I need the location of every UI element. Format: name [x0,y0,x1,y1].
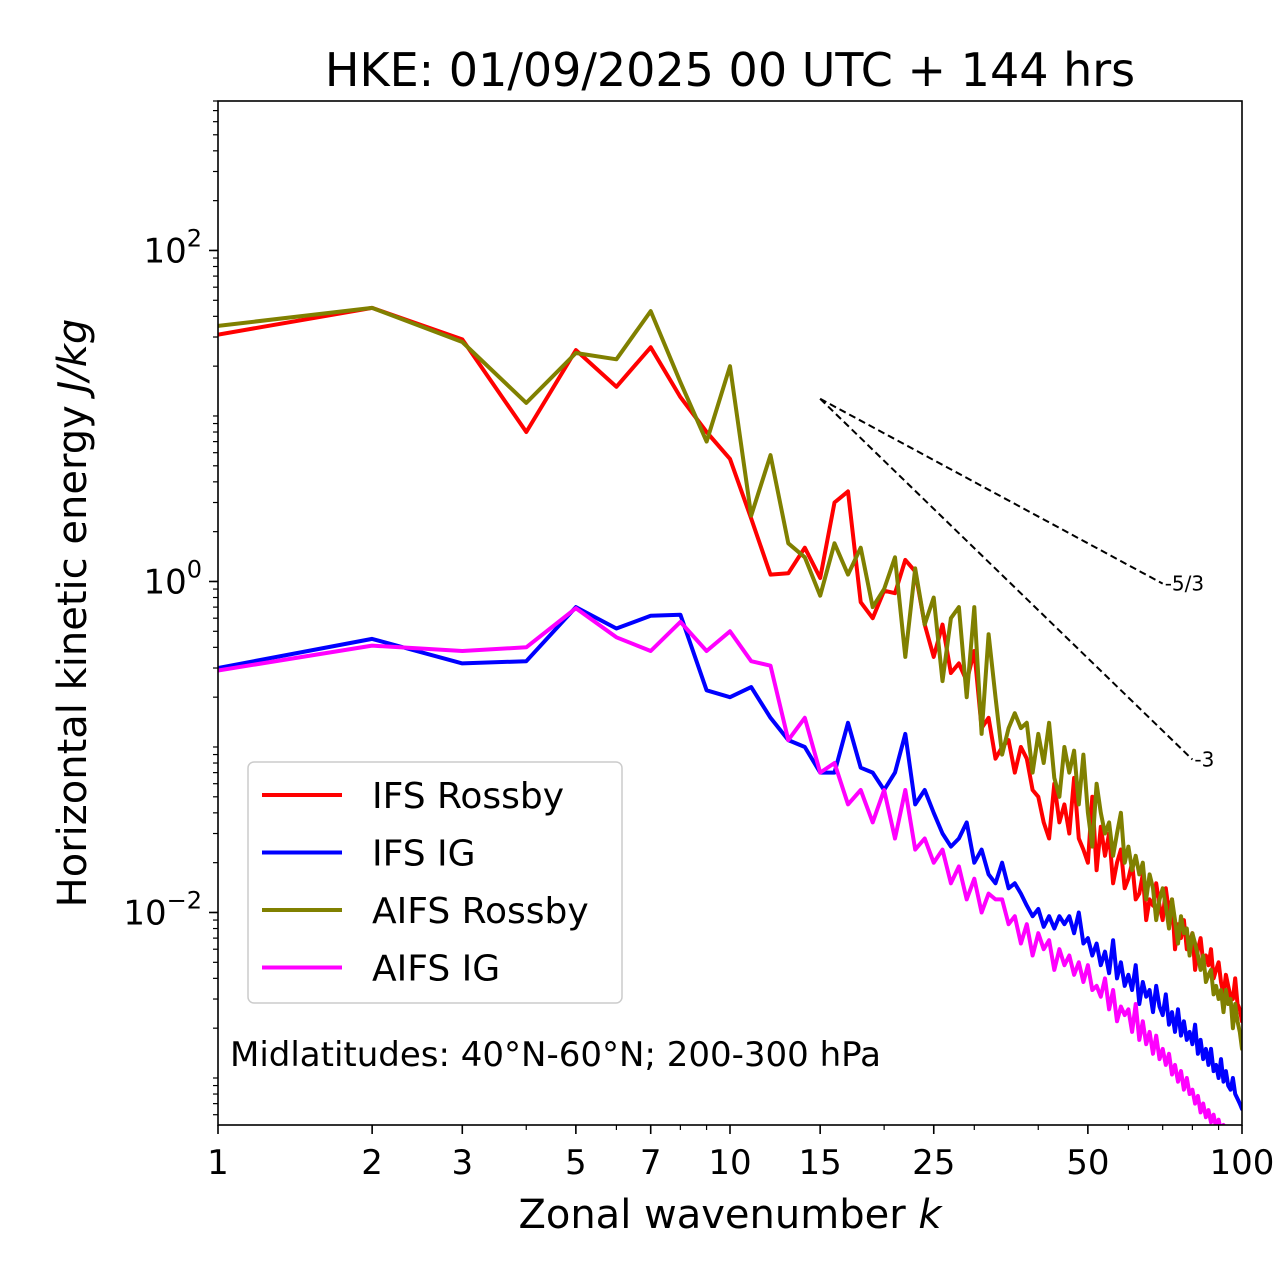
reference-line-5-3 [819,397,1164,585]
legend-box [247,761,623,1004]
y-tick-label-0: 100 [143,555,202,602]
y-axis-label: Horizontal kinetic energy J/kg [50,319,96,908]
x-tick-label-100: 100 [1210,1143,1275,1183]
x-tick-label-50: 50 [1066,1143,1109,1183]
series-layer [218,305,1242,1125]
reference-label-5-3: -5/3 [1165,572,1204,596]
x-tick-label-15: 15 [799,1143,842,1183]
reference-line-3 [819,398,1194,761]
series-line-aifs-rossby [218,305,1242,1051]
x-tick-label-10: 10 [708,1143,751,1183]
series-line-aifs-ig [218,606,1226,1125]
legend: IFS Rossby IFS IG AIFS Rossby AIFS IG [247,761,623,1004]
x-tick-label-5: 5 [565,1143,587,1183]
reference-slopes: -5/3 -3 [819,397,1214,772]
legend-label-aifs-rossby: AIFS Rossby [372,891,589,932]
legend-label-ifs-rossby: IFS Rossby [372,776,564,817]
x-tick-label-3: 3 [451,1143,473,1183]
reference-label-3: -3 [1194,748,1214,772]
series-line-ifs-ig [218,605,1242,1111]
y-axis-ticks: 102 100 10−2 [123,100,218,1116]
legend-label-ifs-ig: IFS IG [372,834,476,875]
x-tick-label-2: 2 [361,1143,383,1183]
y-axis-label-unit: J/kg [50,319,96,400]
chart-title: HKE: 01/09/2025 00 UTC + 144 hrs [325,43,1135,97]
x-axis-ticks: 1 2 3 5 7 10 15 25 50 100 [207,1125,1274,1183]
x-tick-label-25: 25 [912,1143,955,1183]
legend-entries: IFS Rossby IFS IG AIFS Rossby AIFS IG [262,776,589,990]
region-annotation: Midlatitudes: 40°N-60°N; 200-300 hPa [230,1035,881,1075]
x-tick-label-7: 7 [640,1143,662,1183]
y-axis-label-text: Horizontal kinetic energy [50,405,96,907]
x-axis-label-text: Zonal wavenumber [518,1192,906,1238]
y-tick-label-2: 102 [143,224,202,271]
y-tick-label-−2: 10−2 [123,886,202,933]
x-axis-label: Zonal wavenumber k [518,1192,943,1238]
x-axis-label-var: k [918,1192,943,1238]
legend-label-aifs-ig: AIFS IG [372,949,500,990]
x-tick-label-1: 1 [207,1143,229,1183]
